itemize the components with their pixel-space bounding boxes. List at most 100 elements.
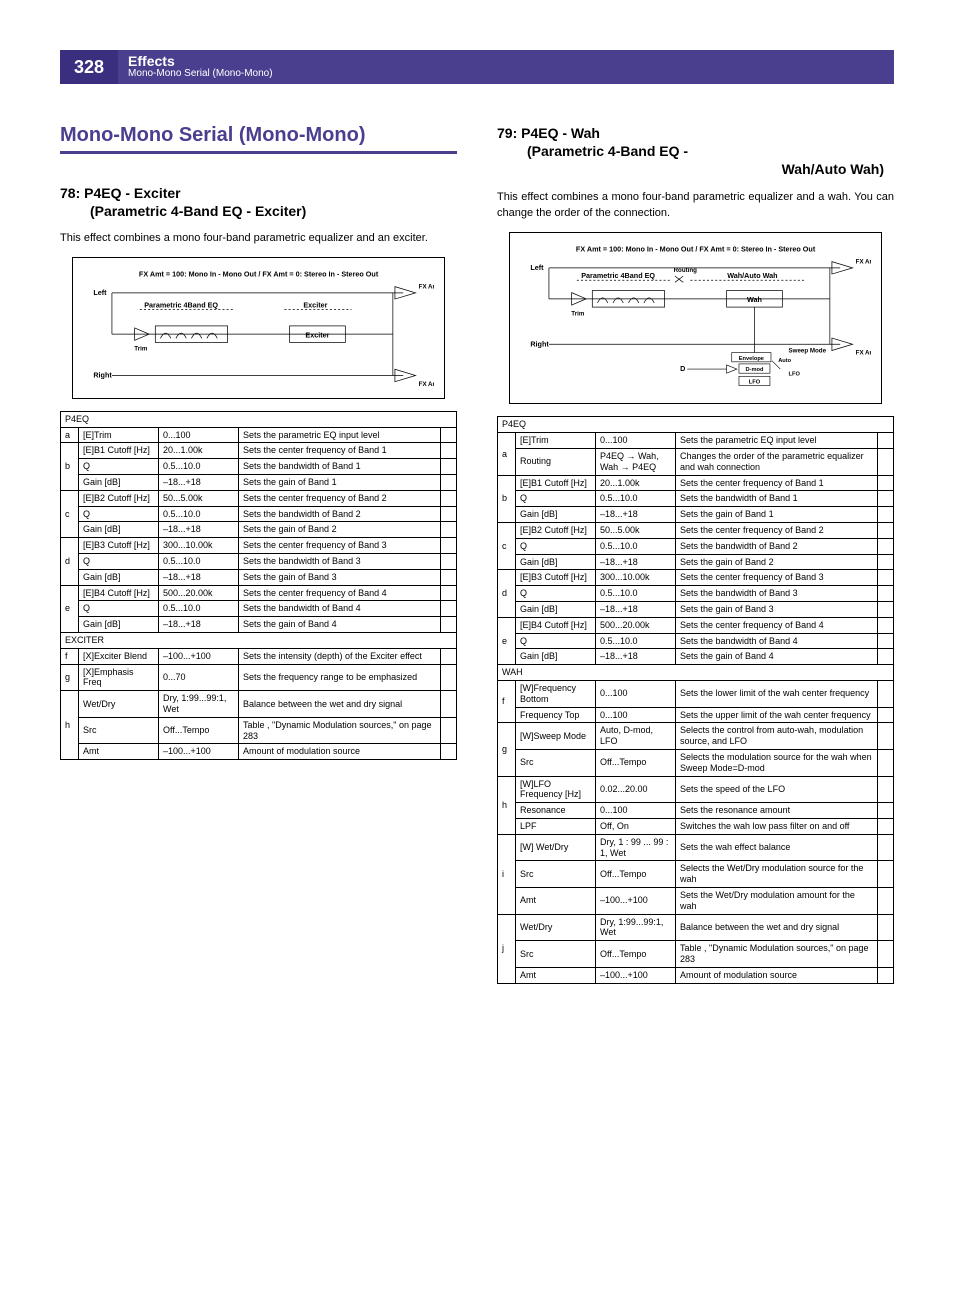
param-range: 0...100 [159,427,239,443]
param-range: 0...100 [596,681,676,708]
param-desc: Changes the order of the parametric equa… [676,449,878,476]
param-desc: Sets the gain of Band 1 [239,475,441,491]
param-range: 0.5...10.0 [159,506,239,522]
param-desc: Sets the center frequency of Band 3 [676,570,878,586]
param-desc: Sets the gain of Band 2 [239,522,441,538]
section-rule [60,151,457,154]
row-group-label: f [61,648,79,664]
table-row: Q0.5...10.0Sets the bandwidth of Band 2 [61,506,457,522]
svg-text:Routing: Routing [673,267,697,274]
table-row: Resonance0...100Sets the resonance amoun… [498,803,894,819]
effect-number: 78: [60,185,80,201]
param-name: Amt [516,887,596,914]
effect-78-title: 78: P4EQ - Exciter (Parametric 4-Band EQ… [60,184,457,220]
param-range: 0.5...10.0 [596,491,676,507]
param-name: Q [79,459,159,475]
param-range: –100...+100 [159,648,239,664]
param-extra [441,490,457,506]
table-row: e[E]B4 Cutoff [Hz]500...20.00kSets the c… [61,585,457,601]
table-row: Q0.5...10.0Sets the bandwidth of Band 2 [498,538,894,554]
table-row: Gain [dB]–18...+18Sets the gain of Band … [61,617,457,633]
param-desc: Sets the center frequency of Band 1 [676,475,878,491]
param-range: –18...+18 [159,569,239,585]
param-extra [878,819,894,835]
param-name: [W]Frequency Bottom [516,681,596,708]
svg-text:D-mod: D-mod [745,367,763,373]
effect-subtitle-2: Wah/Auto Wah) [497,160,894,178]
param-name: LPF [516,819,596,835]
param-extra [441,522,457,538]
param-desc: Sets the gain of Band 3 [239,569,441,585]
table-row: f[X]Exciter Blend–100...+100Sets the int… [61,648,457,664]
param-range: 0.5...10.0 [159,459,239,475]
param-desc: Sets the gain of Band 4 [239,617,441,633]
table-row: e[E]B4 Cutoff [Hz]500...20.00kSets the c… [498,617,894,633]
svg-text:LFO: LFO [788,371,800,377]
param-extra [441,459,457,475]
param-desc: Sets the resonance amount [676,803,878,819]
table-row: Gain [dB]–18...+18Sets the gain of Band … [498,554,894,570]
param-desc: Sets the bandwidth of Band 3 [239,553,441,569]
param-range: 0...100 [596,707,676,723]
param-extra [878,834,894,861]
param-extra [878,803,894,819]
table-row: Gain [dB]–18...+18Sets the gain of Band … [498,602,894,618]
param-range: 20...1.00k [596,475,676,491]
param-name: [E]B4 Cutoff [Hz] [79,585,159,601]
param-name: [W]LFO Frequency [Hz] [516,776,596,803]
param-name: Resonance [516,803,596,819]
param-extra [441,538,457,554]
param-range: 0.02...20.00 [596,776,676,803]
param-name: Gain [dB] [79,475,159,491]
param-extra [878,491,894,507]
param-name: Wet/Dry [79,691,159,718]
param-extra [878,914,894,941]
param-extra [441,585,457,601]
param-extra [878,750,894,777]
param-extra [441,664,457,691]
table-row: Frequency Top0...100Sets the upper limit… [498,707,894,723]
content-columns: Mono-Mono Serial (Mono-Mono) 78: P4EQ - … [60,124,894,984]
param-range: 0...70 [159,664,239,691]
param-range: –18...+18 [596,554,676,570]
param-desc: Selects the modulation source for the wa… [676,750,878,777]
param-name: Frequency Top [516,707,596,723]
page: 328 Effects Mono-Mono Serial (Mono-Mono)… [0,0,954,1024]
param-range: Dry, 1:99...99:1, Wet [596,914,676,941]
row-group-label: d [498,570,516,617]
effect-number: 79: [497,125,517,141]
param-range: –18...+18 [596,507,676,523]
table-row: Q0.5...10.0Sets the bandwidth of Band 4 [498,633,894,649]
left-column: Mono-Mono Serial (Mono-Mono) 78: P4EQ - … [60,124,457,984]
table-row: Gain [dB]–18...+18Sets the gain of Band … [61,569,457,585]
row-group-label: j [498,914,516,983]
param-name: Q [516,586,596,602]
param-desc: Sets the bandwidth of Band 3 [676,586,878,602]
param-range: 300...10.00k [159,538,239,554]
table-row: SrcOff...TempoTable , "Dynamic Modulatio… [498,941,894,968]
effect-name: P4EQ - Wah [521,125,600,141]
param-desc: Sets the gain of Band 2 [676,554,878,570]
table-row: LPFOff, OnSwitches the wah low pass filt… [498,819,894,835]
effect-subtitle-1: (Parametric 4-Band EQ - [497,142,894,160]
param-range: –100...+100 [596,967,676,983]
header-title: Effects [128,54,273,68]
param-range: –18...+18 [159,475,239,491]
table-row: d[E]B3 Cutoff [Hz]300...10.00kSets the c… [61,538,457,554]
page-number: 328 [60,50,118,84]
table-row: c[E]B2 Cutoff [Hz]50...5.00kSets the cen… [61,490,457,506]
param-extra [441,601,457,617]
row-group-label: a [498,433,516,475]
param-name: [E]B3 Cutoff [Hz] [79,538,159,554]
param-name: Gain [dB] [516,554,596,570]
param-desc: Sets the bandwidth of Band 4 [676,633,878,649]
table-79: P4EQ a[E]Trim0...100Sets the parametric … [497,416,894,983]
table-section: WAH [498,665,894,681]
param-desc: Sets the parametric EQ input level [239,427,441,443]
param-extra [441,691,457,718]
param-range: –18...+18 [159,617,239,633]
svg-text:Right: Right [530,339,549,348]
param-desc: Sets the gain of Band 4 [676,649,878,665]
param-extra [878,523,894,539]
param-desc: Sets the gain of Band 1 [676,507,878,523]
